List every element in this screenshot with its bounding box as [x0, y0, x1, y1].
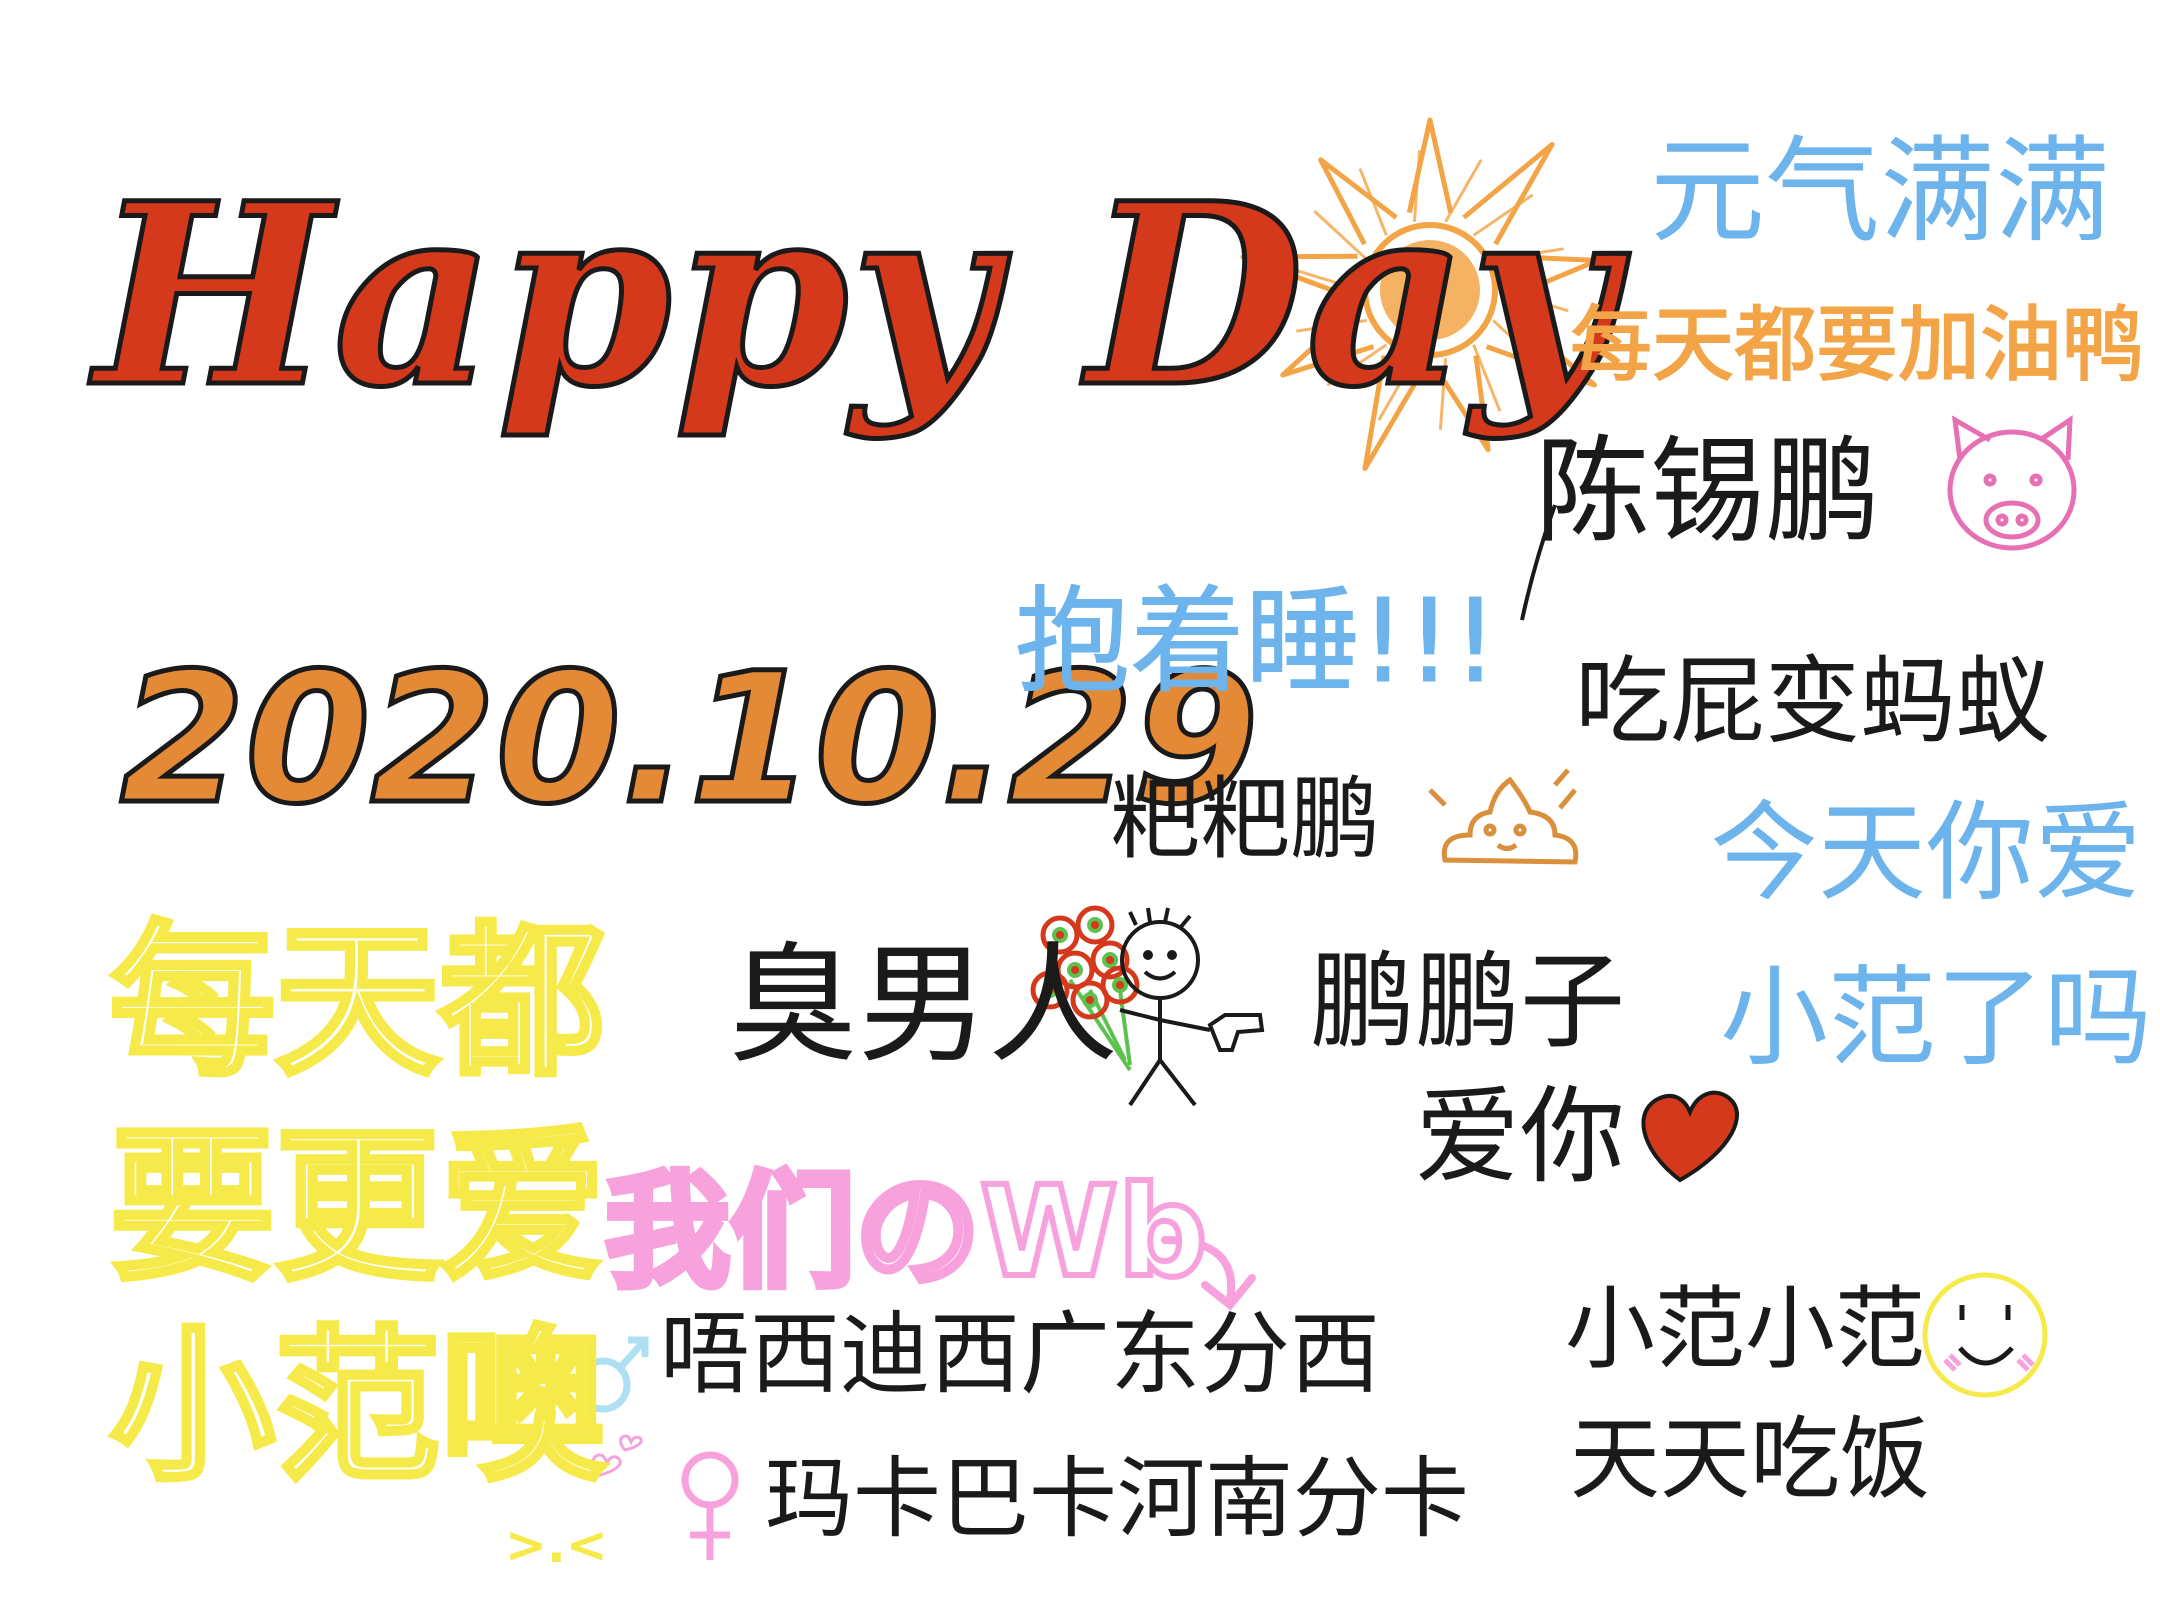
daily-line-1: 每天都 [108, 906, 608, 1098]
date-text: 2020.10.29 [118, 635, 1262, 844]
poop-icon [1428, 768, 1579, 865]
daily-line-3: 小范噢 [108, 1311, 608, 1503]
xiaofan-question-text: 小范了吗 [1720, 956, 2153, 1081]
heart-icon [1641, 1090, 1739, 1183]
daily-line-2: 要更爱 [108, 1111, 608, 1303]
pengpengzi-text: 鹏鹏子 [1310, 941, 1626, 1063]
guangdong-text: 唔西迪西广东分西 [660, 1302, 1380, 1407]
giggle-text: >.< [505, 1516, 608, 1574]
female-symbol-icon [681, 1451, 739, 1560]
baba-text: 粑粑鹏 [1110, 767, 1380, 872]
xiaofan-repeat-text: 小范小范 [1565, 1277, 1925, 1382]
smelly-man-text: 臭男人 [728, 929, 1119, 1081]
cheer-text: 每天都要加油鸭 [1569, 298, 2145, 393]
energy-text: 元气满满 [1650, 125, 2111, 259]
henan-text: 玛卡巴卡河南分卡 [765, 1447, 1470, 1550]
eat-daily-text: 天天吃饭 [1570, 1407, 1930, 1512]
pig-face-icon [1947, 415, 2077, 551]
love-you-text: 爱你 [1415, 1076, 1626, 1198]
title-happy-day: Happy Day [92, 148, 1618, 442]
fart-text: 吃屁变蚂蚁 [1575, 647, 2051, 757]
stick-figure-icon [1119, 907, 1265, 1107]
name-text: 陈锡鹏 [1535, 425, 1881, 559]
smiley-face-icon [1922, 1272, 2048, 1398]
ours-text: 我们のWb [602, 1160, 1210, 1305]
hug-sleep-text: 抱着睡!!! [1014, 575, 1499, 709]
today-love-text: 今天你爱 [1710, 791, 2143, 916]
